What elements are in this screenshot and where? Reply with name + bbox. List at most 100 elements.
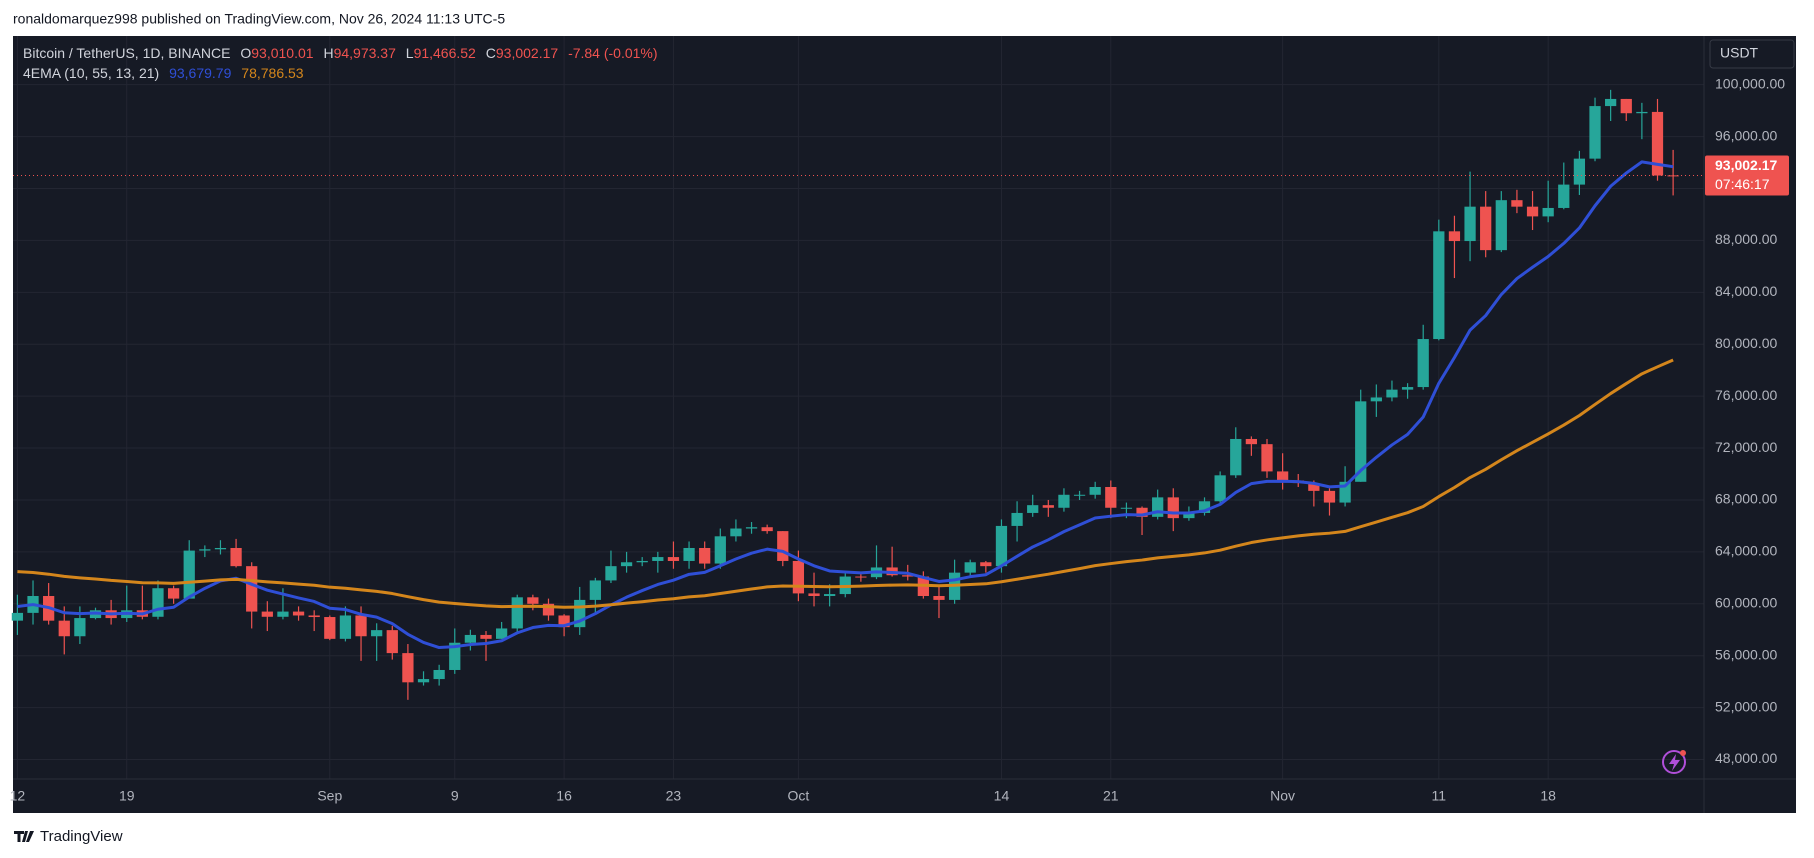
x-tick-label: Sep (317, 788, 342, 804)
x-tick-label: Nov (1270, 788, 1295, 804)
candle-body (1323, 490, 1336, 503)
candle-body (683, 547, 695, 561)
candle-body (1651, 111, 1664, 176)
candle-body (1011, 512, 1023, 526)
candle-body (1183, 512, 1195, 519)
candle-body (808, 593, 820, 597)
candle-body (152, 588, 164, 617)
candle-body (230, 547, 242, 567)
y-tick-label: 88,000.00 (1715, 231, 1777, 247)
symbol-title: Bitcoin / TetherUS, 1D, BINANCE (23, 45, 230, 61)
candle-body (1058, 494, 1070, 508)
currency-box[interactable] (1709, 39, 1795, 69)
candle-body (995, 525, 1008, 567)
candle-body (1167, 497, 1179, 519)
candle-body (511, 597, 523, 629)
candle-body (1214, 475, 1226, 502)
candle-body (1401, 387, 1414, 390)
x-tick-label: Oct (788, 788, 810, 804)
candle-body (933, 596, 945, 600)
candle-body (824, 594, 836, 597)
candle-body (1558, 184, 1570, 208)
chart-panel (13, 36, 1796, 813)
alert-icon-bolt (1669, 754, 1680, 771)
ohlc-value: 93,010.01 (251, 45, 313, 61)
candle-body (1433, 231, 1445, 340)
candle-body (308, 615, 320, 618)
candle-body (1526, 206, 1539, 217)
candle-body (1198, 501, 1211, 513)
candle-body (777, 531, 789, 561)
candle-body (261, 611, 273, 617)
candle-body (1605, 98, 1617, 107)
candle-body (246, 566, 258, 612)
candle-body (1636, 111, 1648, 114)
candle-body (1276, 471, 1289, 481)
candle-body (58, 620, 70, 637)
candle-body (1136, 507, 1148, 517)
candle-body (636, 560, 648, 563)
candle-body (699, 547, 711, 564)
alert-icon-ring (1662, 750, 1686, 774)
axes: 48,000.00 52,000.00 56,000.00 60,000.00 64,0… (10, 75, 1786, 803)
y-tick-label: 60,000.00 (1715, 594, 1777, 610)
candle-body (980, 562, 992, 567)
candle-body (542, 603, 555, 616)
attribution: ronaldomarquez998 published on TradingVi… (13, 11, 505, 27)
ohlc-label: O (240, 45, 251, 61)
candle-body (589, 580, 601, 600)
candle-body (1027, 505, 1039, 513)
x-tick-label: 23 (666, 788, 682, 804)
candle-body (417, 679, 430, 683)
candle-body (1261, 444, 1273, 472)
candle-body (355, 615, 367, 637)
candle-body (339, 615, 352, 639)
y-tick-label: 52,000.00 (1715, 698, 1777, 714)
candle-body (605, 566, 617, 581)
candle-body (1230, 438, 1242, 476)
x-tick-label: 11 (1432, 788, 1447, 804)
candle-body (1589, 106, 1601, 159)
ohlc-value: 94,973.37 (334, 45, 396, 61)
candle-body (402, 653, 414, 683)
price-tag-price: 93,002.17 (1715, 157, 1777, 173)
candle-body (1511, 200, 1523, 207)
ohlc-value: 93,002.17 (496, 45, 558, 61)
y-tick-label: 96,000.00 (1715, 127, 1777, 143)
candle-body (1355, 401, 1367, 482)
ohlc-label: H (323, 45, 333, 61)
candle-body (1448, 231, 1461, 242)
price-tag-group: 93,002.17 07:46:17 (13, 155, 1789, 196)
y-tick-label: 80,000.00 (1715, 335, 1777, 351)
ema-line (17, 358, 1674, 609)
candle-body (292, 611, 305, 616)
candle-body (1620, 98, 1632, 114)
candle-body (1042, 505, 1054, 508)
candle-body (1417, 339, 1429, 388)
candle-body (464, 634, 477, 643)
candle-body (620, 562, 633, 567)
candle-body (1120, 507, 1133, 509)
candle-body (371, 630, 383, 637)
alert-icon[interactable] (1662, 750, 1686, 774)
y-tick-label: 84,000.00 (1715, 283, 1777, 299)
candle-body (714, 536, 726, 564)
x-tick-label: 21 (1103, 788, 1119, 804)
candle-body (386, 630, 398, 654)
ohlc-label: C (486, 45, 496, 61)
y-tick-label: 72,000.00 (1715, 439, 1777, 455)
candle-body (1573, 158, 1586, 185)
legend-line: Bitcoin / TetherUS, 1D, BINANCE O93,010.… (23, 45, 658, 61)
candle-body (652, 557, 664, 561)
candle-body (730, 528, 742, 537)
y-tick-label: 68,000.00 (1715, 491, 1777, 507)
indicator-legend: 4EMA (10, 55, 13, 21) 93,679.79 78,786.5… (23, 65, 304, 81)
price-tag-countdown: 07:46:17 (1715, 176, 1770, 192)
candle-body (433, 669, 445, 680)
candle-body (167, 588, 180, 599)
candle-body (745, 527, 758, 529)
candle-body (1105, 486, 1117, 508)
candle-body (1089, 486, 1101, 495)
